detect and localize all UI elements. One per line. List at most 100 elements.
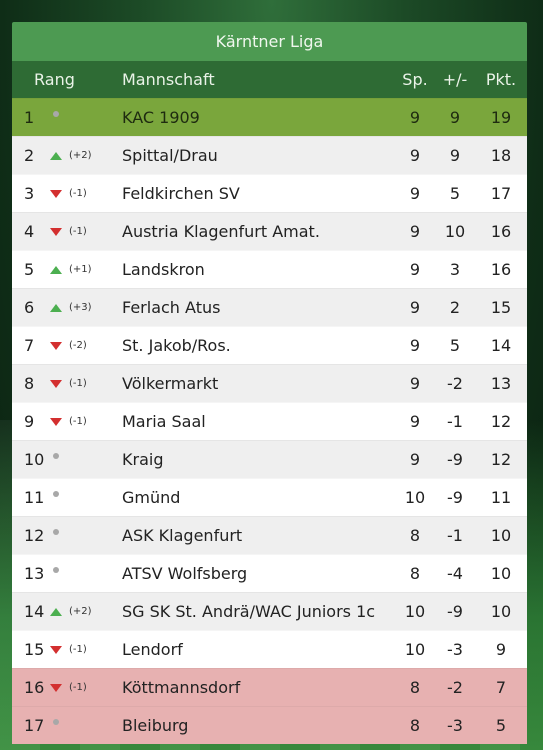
rank-change: (-1)	[69, 188, 87, 199]
team-name: ATSV Wolfsberg	[122, 564, 248, 583]
played-cell: 9	[409, 260, 421, 279]
table-row[interactable]: 17 Bleiburg 8 -3 5	[12, 706, 527, 744]
diff-cell: 3	[449, 260, 461, 279]
table-row[interactable]: 4 (-1) Austria Klagenfurt Amat. 9 10 16	[12, 212, 527, 250]
league-table: Kärntner Liga Rang Mannschaft Sp. +/- Pk…	[12, 22, 527, 750]
played-cell: 8	[409, 678, 421, 697]
rank-change: (-1)	[69, 682, 87, 693]
rank-change: (+3)	[69, 302, 92, 313]
points-cell: 13	[490, 374, 512, 393]
no-change-dot-icon	[53, 718, 59, 725]
rank-cell: 15	[24, 640, 45, 659]
rank-cell: 11	[24, 488, 45, 507]
diff-cell: 5	[449, 184, 461, 203]
played-cell: 9	[409, 146, 421, 165]
trend-cell: (+1)	[46, 264, 122, 275]
points-cell: 9	[495, 640, 507, 659]
diff-cell: -1	[447, 412, 463, 431]
trend-down-icon	[50, 227, 62, 236]
diff-cell: 9	[449, 146, 461, 165]
no-change-dot-icon	[53, 528, 59, 535]
diff-cell: 2	[449, 298, 461, 317]
rank-change: (-1)	[69, 644, 87, 655]
diff-cell: -9	[447, 450, 463, 469]
col-points-header[interactable]: Pkt.	[485, 70, 517, 89]
trend-cell: (+2)	[46, 606, 122, 617]
rank-cell: 13	[24, 564, 45, 583]
no-change-dot-icon	[53, 110, 59, 117]
team-name: Bleiburg	[122, 716, 189, 735]
diff-cell: -2	[447, 374, 463, 393]
trend-cell: (-1)	[46, 644, 122, 655]
rank-cell: 17	[24, 716, 45, 735]
col-team-header[interactable]: Mannschaft	[122, 70, 215, 89]
team-name: Landskron	[122, 260, 205, 279]
trend-up-icon	[50, 303, 62, 312]
table-row[interactable]: 10 Kraig 9 -9 12	[12, 440, 527, 478]
played-cell: 10	[404, 640, 426, 659]
rank-change: (-2)	[69, 340, 87, 351]
points-cell: 17	[490, 184, 512, 203]
points-cell: 10	[490, 564, 512, 583]
trend-down-icon	[50, 341, 62, 350]
table-row[interactable]: 13 ATSV Wolfsberg 8 -4 10	[12, 554, 527, 592]
points-cell: 7	[495, 678, 507, 697]
table-row[interactable]: 1 KAC 1909 9 9 19	[12, 98, 527, 136]
table-row[interactable]: 8 (-1) Völkermarkt 9 -2 13	[12, 364, 527, 402]
played-cell: 9	[409, 222, 421, 241]
trend-cell: (-1)	[46, 378, 122, 389]
team-name: ASK Klagenfurt	[122, 526, 243, 545]
table-row[interactable]: 6 (+3) Ferlach Atus 9 2 15	[12, 288, 527, 326]
table-row[interactable]: 3 (-1) Feldkirchen SV 9 5 17	[12, 174, 527, 212]
table-row[interactable]: 15 (-1) Lendorf 10 -3 9	[12, 630, 527, 668]
table-row[interactable]: 7 (-2) St. Jakob/Ros. 9 5 14	[12, 326, 527, 364]
no-change-dot-icon	[53, 452, 59, 459]
team-name: Kraig	[122, 450, 164, 469]
diff-cell: 10	[444, 222, 466, 241]
table-row[interactable]: 9 (-1) Maria Saal 9 -1 12	[12, 402, 527, 440]
diff-cell: 5	[449, 336, 461, 355]
rank-change: (-1)	[69, 226, 87, 237]
table-row[interactable]: 12 ASK Klagenfurt 8 -1 10	[12, 516, 527, 554]
trend-down-icon	[50, 379, 62, 388]
rank-cell: 16	[24, 678, 45, 697]
trend-down-icon	[50, 645, 62, 654]
table-row[interactable]: 5 (+1) Landskron 9 3 16	[12, 250, 527, 288]
played-cell: 9	[409, 108, 421, 127]
team-name: Austria Klagenfurt Amat.	[122, 222, 320, 241]
rank-change: (-1)	[69, 416, 87, 427]
team-name: Feldkirchen SV	[122, 184, 240, 203]
points-cell: 16	[490, 222, 512, 241]
points-cell: 18	[490, 146, 512, 165]
rank-cell: 3	[24, 184, 35, 203]
col-diff-header[interactable]: +/-	[442, 70, 468, 89]
table-header: Rang Mannschaft Sp. +/- Pkt.	[12, 61, 527, 98]
no-change-dot-icon	[53, 566, 59, 573]
trend-up-icon	[50, 151, 62, 160]
diff-cell: -3	[447, 716, 463, 735]
table-row[interactable]: 16 (-1) Köttmannsdorf 8 -2 7	[12, 668, 527, 706]
played-cell: 9	[409, 184, 421, 203]
diff-cell: -9	[447, 488, 463, 507]
diff-cell: 9	[449, 108, 461, 127]
trend-cell: (-2)	[46, 340, 122, 351]
points-cell: 10	[490, 602, 512, 621]
trend-cell: (-1)	[46, 188, 122, 199]
played-cell: 8	[409, 526, 421, 545]
table-row[interactable]: 14 (+2) SG SK St. Andrä/WAC Juniors 1c 10 -9…	[12, 592, 527, 630]
team-name: SG SK St. Andrä/WAC Juniors 1c	[122, 602, 376, 621]
col-rank-header[interactable]: Rang	[34, 70, 75, 89]
rank-cell: 4	[24, 222, 35, 241]
rank-cell: 8	[24, 374, 35, 393]
col-played-header[interactable]: Sp.	[402, 70, 428, 89]
team-name: Maria Saal	[122, 412, 206, 431]
points-cell: 14	[490, 336, 512, 355]
points-cell: 19	[490, 108, 512, 127]
rank-cell: 10	[24, 450, 45, 469]
table-row[interactable]: 11 Gmünd 10 -9 11	[12, 478, 527, 516]
points-cell: 12	[490, 412, 512, 431]
rank-cell: 6	[24, 298, 35, 317]
team-name: Lendorf	[122, 640, 183, 659]
points-cell: 16	[490, 260, 512, 279]
table-row[interactable]: 2 (+2) Spittal/Drau 9 9 18	[12, 136, 527, 174]
